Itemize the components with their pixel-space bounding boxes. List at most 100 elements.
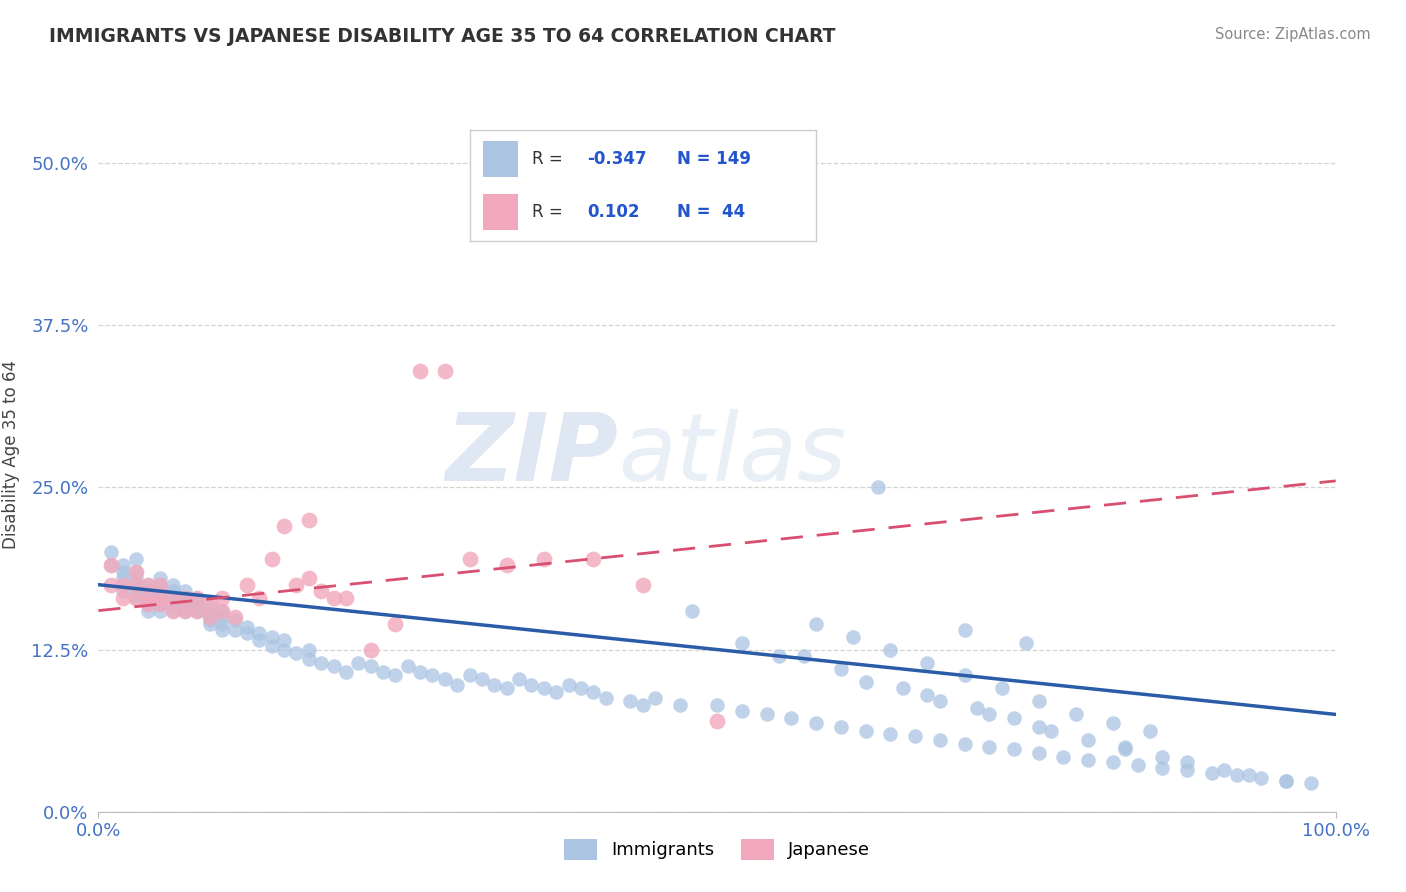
- Point: [309, 584, 332, 599]
- Point: [706, 182, 728, 196]
- Text: -0.347: -0.347: [588, 150, 647, 168]
- Point: [1152, 761, 1174, 775]
- Point: [322, 591, 344, 605]
- Point: [644, 690, 666, 705]
- Point: [136, 591, 159, 605]
- Point: [112, 571, 135, 585]
- Point: [471, 673, 494, 687]
- Point: [136, 591, 159, 605]
- Point: [458, 668, 481, 682]
- Point: [112, 577, 135, 591]
- Point: [112, 565, 135, 579]
- Point: [298, 571, 321, 585]
- Point: [100, 558, 122, 573]
- Point: [433, 363, 456, 377]
- Point: [1102, 716, 1125, 731]
- Point: [124, 591, 146, 605]
- Point: [371, 665, 394, 679]
- Point: [1028, 720, 1050, 734]
- Point: [533, 681, 555, 696]
- Point: [953, 623, 976, 637]
- Point: [273, 633, 295, 648]
- Point: [409, 665, 432, 679]
- Point: [186, 604, 208, 618]
- Point: [309, 656, 332, 670]
- Point: [979, 707, 1001, 722]
- Point: [149, 597, 172, 611]
- Point: [224, 613, 246, 627]
- Point: [273, 642, 295, 657]
- Point: [186, 591, 208, 605]
- Point: [285, 647, 308, 661]
- Point: [198, 597, 221, 611]
- Bar: [484, 141, 517, 177]
- Point: [174, 604, 197, 618]
- Text: IMMIGRANTS VS JAPANESE DISABILITY AGE 35 TO 64 CORRELATION CHART: IMMIGRANTS VS JAPANESE DISABILITY AGE 35…: [49, 27, 835, 45]
- Text: atlas: atlas: [619, 409, 846, 500]
- Point: [360, 659, 382, 673]
- Point: [136, 591, 159, 605]
- Point: [186, 604, 208, 618]
- Point: [1002, 711, 1025, 725]
- Point: [322, 659, 344, 673]
- Point: [830, 720, 852, 734]
- Point: [136, 584, 159, 599]
- Point: [669, 698, 692, 713]
- Point: [124, 565, 146, 579]
- Point: [124, 577, 146, 591]
- Point: [582, 685, 605, 699]
- Point: [162, 591, 184, 605]
- Point: [1114, 739, 1136, 754]
- Point: [211, 623, 233, 637]
- Point: [124, 584, 146, 599]
- Point: [260, 639, 283, 653]
- Point: [1237, 768, 1260, 782]
- Point: [1139, 724, 1161, 739]
- Point: [917, 656, 939, 670]
- Point: [804, 716, 827, 731]
- Point: [149, 597, 172, 611]
- Point: [174, 584, 197, 599]
- Legend: Immigrants, Japanese: Immigrants, Japanese: [557, 831, 877, 867]
- Point: [298, 651, 321, 665]
- Text: Source: ZipAtlas.com: Source: ZipAtlas.com: [1215, 27, 1371, 42]
- Point: [706, 698, 728, 713]
- Point: [236, 577, 259, 591]
- Point: [804, 616, 827, 631]
- Point: [731, 704, 754, 718]
- Text: N =  44: N = 44: [678, 203, 745, 221]
- Point: [866, 480, 889, 494]
- Point: [396, 659, 419, 673]
- Point: [162, 604, 184, 618]
- Point: [842, 630, 865, 644]
- Point: [260, 551, 283, 566]
- Point: [347, 656, 370, 670]
- Point: [1077, 753, 1099, 767]
- Point: [855, 675, 877, 690]
- Point: [917, 688, 939, 702]
- Point: [100, 545, 122, 559]
- Point: [1114, 742, 1136, 756]
- Point: [1015, 636, 1038, 650]
- Point: [211, 591, 233, 605]
- Point: [149, 591, 172, 605]
- Point: [149, 577, 172, 591]
- Point: [495, 681, 517, 696]
- Point: [186, 597, 208, 611]
- Point: [298, 513, 321, 527]
- Point: [793, 648, 815, 663]
- Point: [136, 604, 159, 618]
- Point: [1275, 773, 1298, 788]
- Point: [1213, 763, 1236, 777]
- Point: [162, 584, 184, 599]
- Point: [384, 668, 406, 682]
- Point: [149, 591, 172, 605]
- Point: [1077, 733, 1099, 747]
- Point: [149, 571, 172, 585]
- Point: [198, 613, 221, 627]
- Point: [1275, 773, 1298, 788]
- Point: [224, 623, 246, 637]
- Point: [100, 577, 122, 591]
- Point: [162, 597, 184, 611]
- Point: [174, 604, 197, 618]
